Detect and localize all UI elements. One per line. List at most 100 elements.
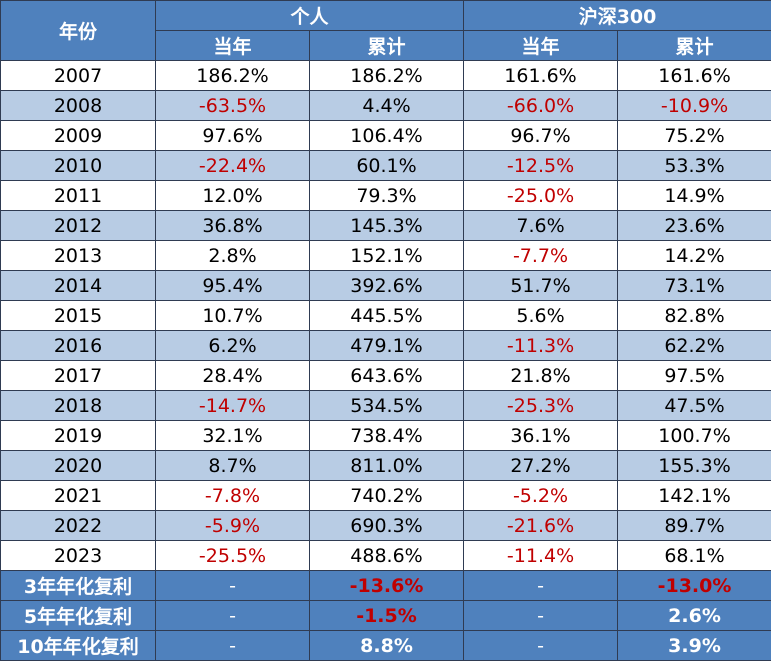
summary-row: 3年年化复利 - -13.6% - -13.0% (0, 570, 771, 601)
index-annual-cell: -21.6% (463, 510, 619, 541)
personal-annual-cell: -63.5% (155, 90, 310, 121)
index-annual-cell: 51.7% (463, 270, 619, 301)
index-cumulative-cell: 142.1% (617, 480, 771, 511)
year-cell: 2010 (0, 150, 156, 181)
index-annual-cell: -7.7% (463, 240, 619, 271)
index-cumulative-cell: 68.1% (617, 540, 771, 571)
index-cumulative-cell: 100.7% (617, 420, 771, 451)
table-row: 2021 -7.8% 740.2% -5.2% 142.1% (0, 480, 771, 511)
table-row: 2010 -22.4% 60.1% -12.5% 53.3% (0, 150, 771, 181)
personal-cumulative-cell: 152.1% (308, 240, 465, 271)
index-cumulative-cell: 82.8% (617, 300, 771, 331)
index-cumulative-cell: 97.5% (617, 360, 771, 391)
index-annual-cell: 36.1% (463, 420, 619, 451)
year-cell: 2023 (0, 540, 156, 571)
personal-annual-cell: - (155, 600, 310, 631)
index-cumulative-cell: 73.1% (617, 270, 771, 301)
personal-group-header: 个人 (154, 0, 465, 31)
index-group-header: 沪深300 (463, 0, 771, 31)
summary-label-cell: 10年年化复利 (0, 630, 156, 661)
table-row: 2011 12.0% 79.3% -25.0% 14.9% (0, 180, 771, 211)
index-cumulative-cell: 2.6% (617, 600, 771, 631)
personal-cumulative-cell: 392.6% (308, 270, 465, 301)
personal-cumulative-cell: 811.0% (308, 450, 465, 481)
index-annual-cell: 5.6% (463, 300, 619, 331)
table-row: 2014 95.4% 392.6% 51.7% 73.1% (0, 270, 771, 301)
table-row: 2023 -25.5% 488.6% -11.4% 68.1% (0, 540, 771, 571)
year-cell: 2009 (0, 120, 156, 151)
personal-cumulative-cell: 488.6% (308, 540, 465, 571)
summary-label-cell: 5年年化复利 (0, 600, 156, 631)
personal-cumulative-cell: 690.3% (308, 510, 465, 541)
table-row: 2016 6.2% 479.1% -11.3% 62.2% (0, 330, 771, 361)
personal-cumulative-cell: 479.1% (308, 330, 465, 361)
personal-cumulative-cell: 79.3% (308, 180, 465, 211)
personal-cumulative-cell: 534.5% (308, 390, 465, 421)
year-cell: 2015 (0, 300, 156, 331)
index-annual-cell: 96.7% (463, 120, 619, 151)
year-cell: 2013 (0, 240, 156, 271)
index-cumulative-cell: 53.3% (617, 150, 771, 181)
index-annual-cell: -12.5% (463, 150, 619, 181)
personal-annual-cell: 36.8% (155, 210, 310, 241)
table-row: 2013 2.8% 152.1% -7.7% 14.2% (0, 240, 771, 271)
index-cumulative-header: 累计 (617, 30, 771, 61)
personal-cumulative-cell: 106.4% (308, 120, 465, 151)
year-cell: 2021 (0, 480, 156, 511)
table-row: 2009 97.6% 106.4% 96.7% 75.2% (0, 120, 771, 151)
summary-label-cell: 3年年化复利 (0, 570, 156, 601)
personal-annual-cell: 10.7% (155, 300, 310, 331)
personal-annual-cell: - (155, 630, 310, 661)
header-row-columns: 当年 累计 当年 累计 (1, 30, 771, 61)
personal-cumulative-cell: 60.1% (308, 150, 465, 181)
index-annual-cell: - (463, 630, 619, 661)
year-cell: 2016 (0, 330, 156, 361)
personal-cumulative-cell: 145.3% (308, 210, 465, 241)
index-annual-cell: 161.6% (463, 60, 619, 91)
personal-cumulative-cell: 445.5% (308, 300, 465, 331)
index-annual-cell: -25.3% (463, 390, 619, 421)
personal-annual-cell: 2.8% (155, 240, 310, 271)
personal-annual-cell: -22.4% (155, 150, 310, 181)
personal-annual-cell: -14.7% (155, 390, 310, 421)
personal-annual-cell: - (155, 570, 310, 601)
personal-annual-header: 当年 (155, 30, 310, 61)
personal-cumulative-cell: -13.6% (308, 570, 465, 601)
index-annual-cell: - (463, 570, 619, 601)
index-annual-cell: 7.6% (463, 210, 619, 241)
index-annual-cell: -5.2% (463, 480, 619, 511)
year-cell: 2011 (0, 180, 156, 211)
personal-annual-cell: -5.9% (155, 510, 310, 541)
index-cumulative-cell: 161.6% (617, 60, 771, 91)
index-cumulative-cell: -13.0% (617, 570, 771, 601)
index-annual-cell: - (463, 600, 619, 631)
personal-annual-cell: -7.8% (155, 480, 310, 511)
personal-cumulative-cell: 740.2% (308, 480, 465, 511)
index-annual-cell: 21.8% (463, 360, 619, 391)
year-cell: 2012 (0, 210, 156, 241)
index-cumulative-cell: 14.2% (617, 240, 771, 271)
year-cell: 2022 (0, 510, 156, 541)
personal-annual-cell: 28.4% (155, 360, 310, 391)
year-cell: 2019 (0, 420, 156, 451)
personal-annual-cell: 6.2% (155, 330, 310, 361)
table-row: 2017 28.4% 643.6% 21.8% 97.5% (0, 360, 771, 391)
year-cell: 2008 (0, 90, 156, 121)
table-row: 2007 186.2% 186.2% 161.6% 161.6% (0, 60, 771, 91)
index-annual-header: 当年 (463, 30, 619, 61)
personal-cumulative-header: 累计 (308, 30, 465, 61)
year-cell: 2017 (0, 360, 156, 391)
year-column-header: 年份 (0, 0, 156, 61)
personal-annual-cell: 97.6% (155, 120, 310, 151)
personal-annual-cell: 95.4% (155, 270, 310, 301)
personal-cumulative-cell: 738.4% (308, 420, 465, 451)
table-row: 2019 32.1% 738.4% 36.1% 100.7% (0, 420, 771, 451)
index-cumulative-cell: 89.7% (617, 510, 771, 541)
summary-row: 5年年化复利 - -1.5% -2.6% (0, 600, 771, 631)
table-row: 2008 -63.5% 4.4% -66.0% -10.9% (0, 90, 771, 121)
index-annual-cell: -11.4% (463, 540, 619, 571)
personal-cumulative-cell: -1.5% (308, 600, 465, 631)
index-cumulative-cell: -10.9% (617, 90, 771, 121)
index-annual-cell: -66.0% (463, 90, 619, 121)
